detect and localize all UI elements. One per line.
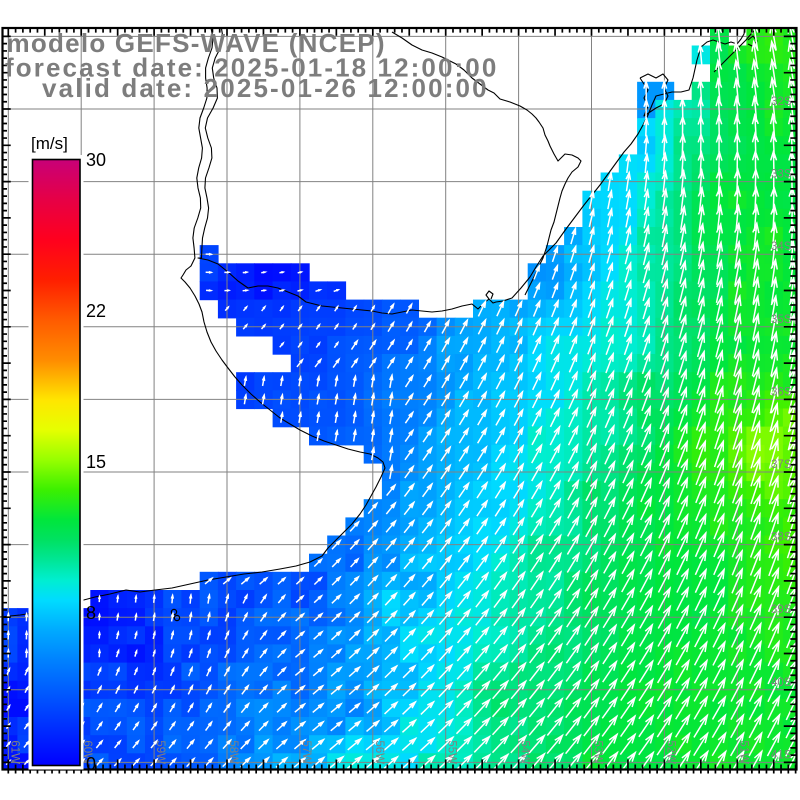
svg-text:[m/s]: [m/s] [31,134,68,153]
svg-text:55W: 55W [446,740,458,764]
svg-text:39S: 39S [771,604,792,616]
svg-text:36S: 36S [771,386,792,398]
svg-text:61W: 61W [8,740,20,764]
svg-text:58W: 58W [227,740,239,764]
svg-text:33S: 33S [771,169,792,181]
svg-text:35S: 35S [771,314,792,326]
svg-text:56W: 56W [373,740,385,764]
svg-text:52W: 52W [664,740,676,764]
svg-text:22: 22 [86,301,106,321]
svg-text:37S: 37S [771,459,792,471]
svg-text:59W: 59W [154,740,166,764]
svg-text:60W: 60W [81,740,93,764]
svg-text:32S: 32S [771,96,792,108]
svg-text:53W: 53W [592,740,604,764]
svg-text:modelo GEFS-WAVE (NCEP): modelo GEFS-WAVE (NCEP) [7,28,386,58]
svg-text:0: 0 [86,754,96,774]
svg-text:40S: 40S [771,677,792,689]
svg-text:30: 30 [86,150,106,170]
svg-text:valid date: 2025-01-26 12:00:0: valid date: 2025-01-26 12:00:00 [42,73,489,103]
svg-text:51W: 51W [737,740,749,764]
svg-text:38S: 38S [771,532,792,544]
svg-text:forecast date: 2025-01-18 12:0: forecast date: 2025-01-18 12:00:00 [5,53,498,83]
svg-text:57W: 57W [300,740,312,764]
svg-text:54W: 54W [519,740,531,764]
svg-text:41S: 41S [771,749,792,761]
svg-text:34S: 34S [771,241,792,253]
svg-text:15: 15 [86,452,106,472]
svg-text:8: 8 [86,603,96,623]
